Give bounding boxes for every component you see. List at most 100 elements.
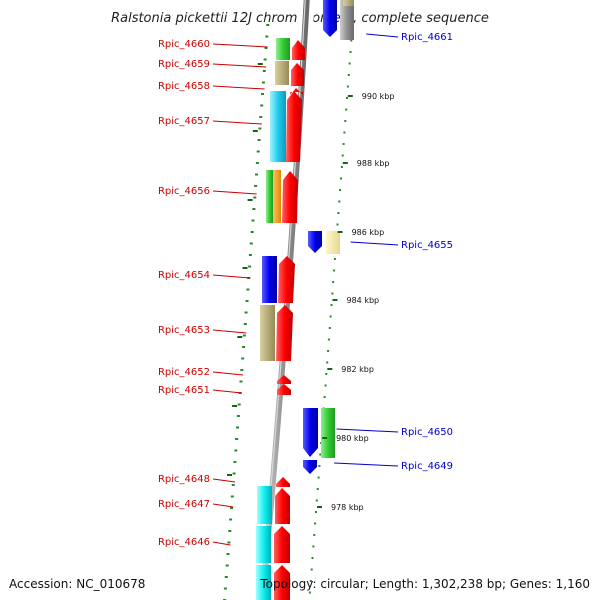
gene-rpic-4650-arrow[interactable] bbox=[303, 408, 318, 457]
guide-dot bbox=[333, 258, 336, 260]
guide-dot bbox=[237, 403, 241, 406]
tick-mark-left bbox=[247, 199, 253, 201]
gene-label[interactable]: Rpic_4649 bbox=[401, 461, 453, 472]
gene-label[interactable]: Rpic_4659 bbox=[158, 59, 210, 70]
gene-rpic-4659-block[interactable] bbox=[275, 61, 289, 85]
guide-dot bbox=[311, 557, 314, 559]
gene-label[interactable]: Rpic_4661 bbox=[401, 32, 453, 43]
gene-rpic-4647-block[interactable] bbox=[257, 486, 272, 524]
gene-connector bbox=[212, 329, 247, 334]
gene-label[interactable]: Rpic_4646 bbox=[158, 537, 210, 548]
gene-connector bbox=[350, 241, 399, 246]
guide-dot bbox=[328, 327, 331, 329]
tick-mark-left bbox=[237, 336, 243, 338]
guide-dot bbox=[258, 127, 262, 130]
guide-dot bbox=[312, 545, 315, 548]
guide-dot bbox=[266, 24, 270, 26]
guide-dot bbox=[257, 139, 261, 141]
scale-ticks: 990 kbp 988 kbp 986 kbp 984 kbp 982 kbp 980 k… bbox=[227, 63, 394, 512]
gene-rpic-4652-arrow[interactable] bbox=[277, 375, 291, 384]
gene-connector bbox=[212, 389, 242, 394]
guide-dot bbox=[224, 576, 228, 578]
tick-mark-left bbox=[257, 63, 263, 65]
gene-rpic-4651-arrow[interactable] bbox=[277, 384, 291, 395]
tick-label: 986 kbp bbox=[352, 228, 385, 237]
gene-rpic-4649-arrow[interactable] bbox=[303, 460, 317, 474]
gene-rpic-4646-arrow[interactable] bbox=[274, 526, 290, 563]
tick-mark bbox=[337, 231, 343, 233]
gene-connector bbox=[212, 371, 244, 376]
gene-rpic-4656-block-b[interactable] bbox=[273, 170, 281, 223]
gene-label[interactable]: Rpic_4658 bbox=[158, 81, 210, 92]
guide-dot bbox=[330, 304, 333, 306]
gene-rpic-4661-top-block[interactable] bbox=[343, 0, 354, 6]
gene-rpic-4653-block[interactable] bbox=[260, 305, 275, 361]
gene-rpic-4646-block[interactable] bbox=[256, 526, 271, 563]
gene-label[interactable]: Rpic_4653 bbox=[158, 325, 210, 336]
gene-rpic-4661-arrow[interactable] bbox=[323, 0, 337, 37]
gene-connector bbox=[336, 428, 399, 433]
tick-mark bbox=[327, 368, 333, 370]
guide-dot bbox=[246, 288, 250, 291]
tick-mark bbox=[347, 95, 353, 97]
gene-label[interactable]: Rpic_4660 bbox=[158, 39, 210, 50]
guide-dot bbox=[331, 292, 334, 295]
guide-dot bbox=[242, 334, 246, 337]
guide-dot bbox=[313, 534, 316, 536]
gene-label[interactable]: Rpic_4657 bbox=[158, 116, 210, 127]
tick-mark bbox=[317, 506, 322, 508]
guide-dot bbox=[350, 39, 353, 42]
guide-dot bbox=[349, 51, 352, 53]
gene-rpic-4660-arrow[interactable] bbox=[292, 40, 305, 60]
gene-label[interactable]: Rpic_4651 bbox=[158, 385, 210, 396]
guide-dot bbox=[264, 47, 268, 49]
guide-dot bbox=[254, 185, 258, 187]
tick-label: 988 kbp bbox=[357, 159, 390, 168]
gene-rpic-4650-block[interactable] bbox=[321, 408, 335, 458]
gene-rpic-4653-arrow[interactable] bbox=[276, 305, 293, 361]
guide-dot bbox=[230, 507, 233, 509]
guide-dot bbox=[348, 62, 351, 65]
gene-label[interactable]: Rpic_4650 bbox=[401, 427, 453, 438]
guide-dot bbox=[261, 93, 264, 95]
guide-dot bbox=[309, 580, 312, 582]
gene-rpic-4656-block-a[interactable] bbox=[266, 170, 273, 223]
tick-label: 990 kbp bbox=[362, 92, 395, 101]
gene-rpic-4648-arrow[interactable] bbox=[276, 477, 290, 487]
gene-rpic-4657-arrow[interactable] bbox=[286, 91, 302, 162]
gene-rpic-4660-block[interactable] bbox=[276, 38, 290, 60]
gene-label[interactable]: Rpic_4648 bbox=[158, 474, 210, 485]
gene-label[interactable]: Rpic_4655 bbox=[401, 240, 453, 251]
gene-rpic-4654-block[interactable] bbox=[262, 256, 277, 303]
gene-label[interactable]: Rpic_4654 bbox=[158, 270, 210, 281]
guide-dot bbox=[228, 530, 232, 532]
gene-rpic-4647-arrow[interactable] bbox=[275, 488, 290, 524]
gene-rpic-4655-arrow[interactable] bbox=[308, 231, 322, 253]
guide-dot bbox=[325, 373, 328, 375]
gene-partial-bottom-block[interactable] bbox=[256, 565, 271, 600]
gene-rpic-4659-arrow[interactable] bbox=[291, 63, 304, 86]
guide-dot bbox=[236, 426, 239, 429]
gene-rpic-4658-arrow[interactable] bbox=[290, 88, 303, 95]
guide-dot bbox=[342, 143, 345, 145]
left-gene-labels: Rpic_4660 Rpic_4659 Rpic_4658 Rpic_4657 Rpic… bbox=[158, 39, 268, 548]
guide-dot bbox=[265, 35, 269, 38]
guide-dot bbox=[243, 323, 247, 325]
gene-rpic-4657-block[interactable] bbox=[270, 91, 286, 162]
guide-dot bbox=[323, 396, 326, 398]
guide-dot bbox=[248, 265, 252, 268]
tick-mark bbox=[332, 299, 338, 301]
gene-label[interactable]: Rpic_4656 bbox=[158, 186, 210, 197]
gene-rpic-4655-block[interactable] bbox=[326, 231, 340, 254]
gene-connector bbox=[334, 462, 399, 467]
gene-connector bbox=[212, 120, 262, 125]
gene-label[interactable]: Rpic_4647 bbox=[158, 499, 210, 510]
guide-dot bbox=[263, 58, 267, 61]
guide-dot bbox=[235, 438, 239, 440]
gene-rpic-4661-block[interactable] bbox=[340, 0, 354, 40]
gene-label[interactable]: Rpic_4652 bbox=[158, 367, 210, 378]
guide-dot bbox=[249, 242, 253, 245]
gene-partial-bottom-arrow[interactable] bbox=[274, 565, 290, 600]
gene-rpic-4656-arrow[interactable] bbox=[282, 171, 298, 223]
gene-rpic-4654-arrow[interactable] bbox=[278, 256, 295, 303]
